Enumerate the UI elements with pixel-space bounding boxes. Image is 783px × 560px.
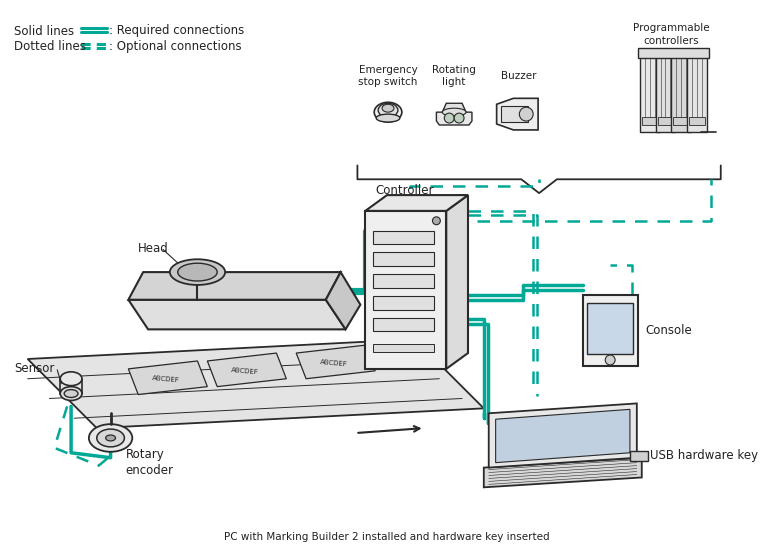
Ellipse shape: [106, 435, 116, 441]
Bar: [630, 451, 648, 461]
Bar: [500, 106, 529, 122]
Text: Sensor: Sensor: [14, 362, 54, 375]
Bar: [373, 318, 435, 332]
Bar: [689, 117, 705, 125]
Ellipse shape: [444, 113, 454, 123]
Polygon shape: [446, 195, 468, 369]
Text: Emergency
stop switch: Emergency stop switch: [359, 65, 417, 87]
Polygon shape: [128, 300, 345, 329]
Polygon shape: [326, 272, 360, 329]
Ellipse shape: [432, 217, 440, 225]
Text: Rotating
light: Rotating light: [432, 65, 476, 87]
Bar: [658, 117, 673, 125]
Ellipse shape: [64, 390, 78, 398]
Bar: [373, 344, 435, 352]
Ellipse shape: [374, 102, 402, 122]
Ellipse shape: [178, 263, 217, 281]
Text: Solid lines: Solid lines: [14, 25, 74, 38]
Text: Controller: Controller: [375, 184, 434, 197]
Text: Console: Console: [646, 324, 692, 337]
Bar: [373, 274, 435, 288]
Bar: [671, 53, 691, 132]
Ellipse shape: [378, 103, 398, 117]
Bar: [373, 253, 435, 266]
Polygon shape: [128, 272, 341, 300]
Polygon shape: [496, 99, 538, 130]
Polygon shape: [27, 339, 484, 428]
Text: ABCDEF: ABCDEF: [152, 375, 180, 383]
Bar: [673, 117, 689, 125]
Ellipse shape: [442, 108, 466, 116]
Polygon shape: [128, 361, 207, 395]
Text: USB hardware key: USB hardware key: [650, 449, 758, 462]
Polygon shape: [366, 195, 468, 211]
Ellipse shape: [170, 259, 225, 285]
Bar: [366, 211, 446, 369]
Polygon shape: [436, 112, 472, 125]
Polygon shape: [442, 103, 466, 112]
Ellipse shape: [376, 114, 400, 122]
Ellipse shape: [60, 386, 82, 400]
Bar: [638, 48, 709, 58]
Text: Programmable
controllers: Programmable controllers: [633, 24, 709, 46]
Ellipse shape: [519, 107, 533, 121]
Ellipse shape: [605, 355, 615, 365]
Text: Rotary
encoder: Rotary encoder: [125, 448, 173, 477]
Ellipse shape: [60, 372, 82, 386]
Text: PC with Marking Builder 2 installed and hardware key inserted: PC with Marking Builder 2 installed and …: [224, 531, 550, 542]
Ellipse shape: [97, 429, 124, 447]
Polygon shape: [207, 353, 287, 386]
Polygon shape: [484, 458, 642, 487]
Ellipse shape: [88, 424, 132, 452]
Text: Buzzer: Buzzer: [500, 71, 536, 81]
Text: Dotted lines: Dotted lines: [14, 40, 85, 54]
Text: ABCDEF: ABCDEF: [231, 367, 259, 375]
Polygon shape: [489, 403, 637, 468]
Bar: [373, 231, 435, 245]
Text: Head: Head: [139, 242, 169, 255]
Text: ABCDEF: ABCDEF: [319, 359, 348, 367]
Bar: [640, 53, 659, 132]
Polygon shape: [496, 409, 630, 463]
Bar: [587, 303, 633, 354]
Text: : Required connections: : Required connections: [109, 24, 244, 37]
Polygon shape: [296, 345, 375, 379]
Text: : Optional connections: : Optional connections: [109, 40, 241, 53]
Bar: [642, 117, 658, 125]
Bar: [687, 53, 707, 132]
Ellipse shape: [382, 104, 394, 112]
Bar: [583, 295, 638, 366]
Bar: [373, 296, 435, 310]
Bar: [655, 53, 675, 132]
Ellipse shape: [454, 113, 464, 123]
